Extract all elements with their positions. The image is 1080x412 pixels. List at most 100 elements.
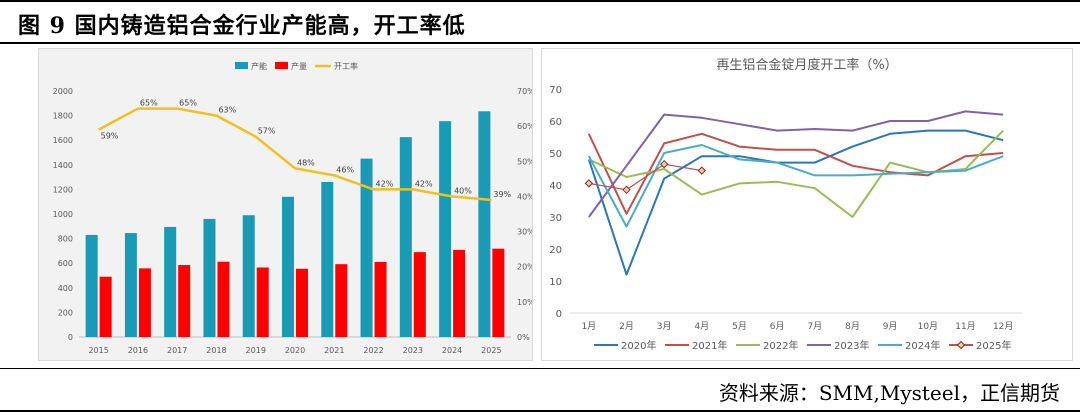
capacity-bar xyxy=(360,158,373,337)
x-tick-label: 2016 xyxy=(128,346,148,355)
utilization-data-label: 48% xyxy=(297,158,315,167)
y-left-tick-label: 600 xyxy=(58,259,73,268)
series-line xyxy=(588,110,1004,218)
y-tick-label: 20 xyxy=(549,245,562,256)
x-tick-label: 6月 xyxy=(770,321,785,332)
x-tick-label: 11月 xyxy=(955,321,975,332)
x-tick-label: 2015 xyxy=(88,346,108,355)
production-bar xyxy=(492,248,505,337)
y-right-tick-label: 20% xyxy=(517,263,532,272)
y-left-tick-label: 1800 xyxy=(53,112,73,121)
legend-label: 2025年 xyxy=(976,339,1011,352)
capacity-bar xyxy=(399,137,412,337)
figure-title-bar: 图 9 国内铸造铝合金行业产能高，开工率低 xyxy=(0,0,1080,44)
x-tick-label: 9月 xyxy=(883,321,898,332)
source-note: 资料来源：SMM,Mysteel，正信期货 xyxy=(718,381,1060,405)
y-right-tick-label: 10% xyxy=(517,298,532,307)
x-tick-label: 1月 xyxy=(581,321,596,332)
utilization-data-label: 63% xyxy=(218,106,236,115)
legend-label: 开工率 xyxy=(334,61,358,71)
production-bar xyxy=(138,268,151,337)
x-tick-label: 7月 xyxy=(807,321,822,332)
capacity-bar xyxy=(242,215,255,337)
x-tick-label: 4月 xyxy=(694,321,709,332)
y-right-tick-label: 70% xyxy=(517,87,532,96)
y-right-tick-label: 60% xyxy=(517,122,532,131)
x-tick-label: 10月 xyxy=(918,321,938,332)
utilization-data-label: 65% xyxy=(179,99,197,108)
y-left-tick-label: 200 xyxy=(58,308,73,317)
source-bar: 资料来源：SMM,Mysteel，正信期货 xyxy=(0,368,1080,412)
legend-swatch xyxy=(235,62,248,69)
legend-label: 2022年 xyxy=(763,339,798,352)
utilization-rate-chart-panel: 再生铝合金锭月度开工率（%） 0 10 20 30 40 50 60 70 1月 2月 3月 4月 5月 6… xyxy=(541,48,1073,361)
legend-label: 2020年 xyxy=(621,339,656,352)
series-line xyxy=(588,163,702,191)
x-tick-label: 2017 xyxy=(167,346,187,355)
x-tick-label: 2023 xyxy=(403,346,423,355)
series-marker xyxy=(622,185,631,195)
x-tick-label: 2025 xyxy=(481,346,501,355)
utilization-data-label: 59% xyxy=(101,132,119,141)
capacity-bar xyxy=(321,182,334,337)
y-right-tick-label: 40% xyxy=(517,192,532,201)
x-tick-label: 5月 xyxy=(732,321,747,332)
capacity-bar xyxy=(164,226,177,337)
legend-label: 2023年 xyxy=(834,339,869,352)
monthly-utilization-chart: 再生铝合金锭月度开工率（%） 0 10 20 30 40 50 60 70 1月 2月 3月 4月 5月 6… xyxy=(549,57,1022,352)
capacity-production-chart-panel: 0 200 400 600 800 1000 1200 1400 1600 1800 2000 0% 1… xyxy=(38,48,536,361)
legend-swatch xyxy=(275,62,288,69)
x-tick-label: 2024 xyxy=(442,346,462,355)
x-tick-label: 2018 xyxy=(206,346,226,355)
y-left-tick-label: 0 xyxy=(68,333,73,342)
utilization-data-label: 40% xyxy=(454,186,472,195)
x-tick-label: 2022 xyxy=(363,346,383,355)
y-tick-label: 70 xyxy=(549,85,562,96)
y-tick-label: 30 xyxy=(549,213,562,224)
legend-label: 产量 xyxy=(291,61,307,71)
legend-label: 产能 xyxy=(251,61,267,71)
utilization-data-label: 57% xyxy=(258,127,276,136)
y-left-tick-label: 1200 xyxy=(53,185,73,194)
capacity-production-chart: 0 200 400 600 800 1000 1200 1400 1600 1800 2000 0% 1… xyxy=(53,61,536,355)
capacity-bar xyxy=(124,233,137,337)
y-left-tick-label: 400 xyxy=(58,284,73,293)
capacity-bar xyxy=(282,196,294,337)
capacity-bar xyxy=(85,234,98,337)
production-bar xyxy=(296,268,308,337)
legend-marker xyxy=(956,340,966,350)
capacity-bar xyxy=(439,121,452,337)
production-bar xyxy=(217,261,230,337)
y-right-tick-label: 0% xyxy=(517,333,530,342)
utilization-line xyxy=(98,107,492,202)
series-marker xyxy=(584,179,594,188)
production-bar xyxy=(374,261,387,337)
y-tick-label: 0 xyxy=(556,309,562,320)
y-tick-label: 40 xyxy=(549,181,562,192)
legend-label: 2024年 xyxy=(905,339,940,352)
series-marker xyxy=(697,166,707,175)
series-line xyxy=(587,129,1004,276)
x-tick-label: 8月 xyxy=(845,321,860,332)
utilization-data-label: 42% xyxy=(376,179,394,188)
production-bar xyxy=(178,265,191,337)
production-bar xyxy=(99,276,112,337)
utilization-data-label: 42% xyxy=(415,179,433,188)
series-marker xyxy=(659,159,669,169)
production-bar xyxy=(413,252,426,337)
y-right-tick-label: 50% xyxy=(517,157,532,166)
x-tick-label: 2月 xyxy=(619,321,634,332)
capacity-bar xyxy=(478,111,491,337)
y-left-tick-label: 2000 xyxy=(53,87,73,96)
x-tick-label: 2021 xyxy=(324,346,344,355)
utilization-data-label: 39% xyxy=(493,190,511,199)
y-left-tick-label: 1600 xyxy=(53,136,73,145)
series-line xyxy=(587,144,1004,228)
x-tick-label: 12月 xyxy=(993,321,1013,332)
production-bar xyxy=(256,267,269,337)
y-tick-label: 60 xyxy=(549,117,562,128)
production-bar xyxy=(335,264,348,337)
chart-title: 再生铝合金锭月度开工率（%） xyxy=(716,57,897,73)
y-right-tick-label: 30% xyxy=(517,228,532,237)
